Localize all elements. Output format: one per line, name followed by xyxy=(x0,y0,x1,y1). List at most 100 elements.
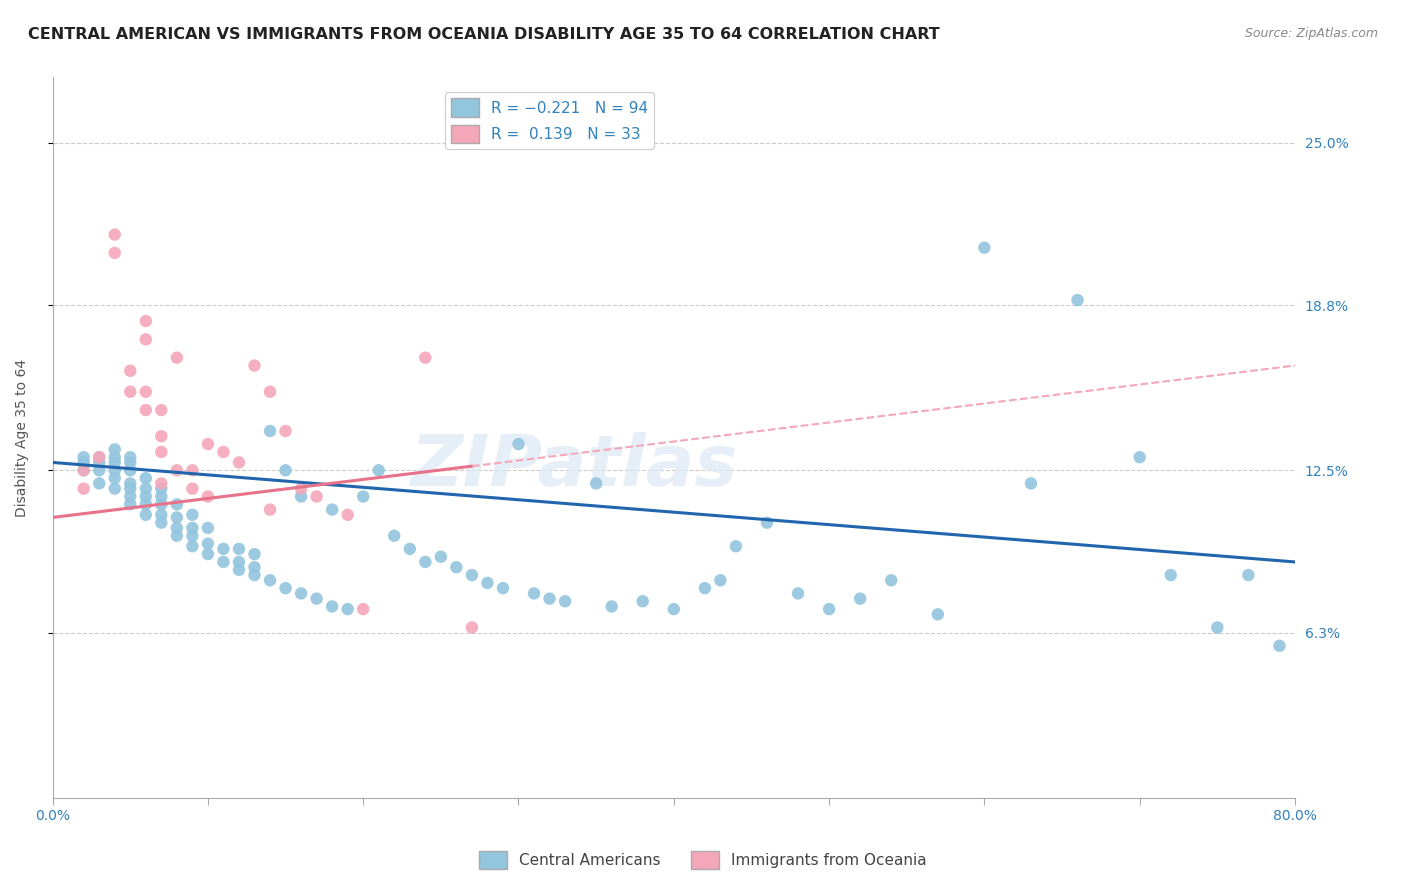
Point xyxy=(89,450,111,465)
Point xyxy=(259,424,281,438)
Point xyxy=(290,482,312,496)
Point xyxy=(150,445,173,459)
Point xyxy=(135,384,157,399)
Point xyxy=(415,351,437,365)
Point xyxy=(73,450,96,465)
Point xyxy=(181,521,204,535)
Legend: R = −0.221   N = 94, R =  0.139   N = 33: R = −0.221 N = 94, R = 0.139 N = 33 xyxy=(446,92,654,150)
Point xyxy=(135,490,157,504)
Point xyxy=(927,607,949,622)
Point xyxy=(1160,568,1182,582)
Point xyxy=(197,437,219,451)
Point xyxy=(446,560,468,574)
Point xyxy=(181,529,204,543)
Point xyxy=(197,547,219,561)
Point xyxy=(336,602,359,616)
Point xyxy=(135,482,157,496)
Point xyxy=(336,508,359,522)
Point xyxy=(1237,568,1260,582)
Point xyxy=(150,482,173,496)
Point xyxy=(1206,620,1229,634)
Point xyxy=(259,574,281,588)
Point xyxy=(197,536,219,550)
Point xyxy=(104,482,127,496)
Point xyxy=(197,521,219,535)
Point xyxy=(693,581,716,595)
Point xyxy=(1066,293,1088,307)
Point xyxy=(135,314,157,328)
Point xyxy=(120,384,142,399)
Point xyxy=(212,541,235,556)
Point xyxy=(321,502,343,516)
Point xyxy=(430,549,453,564)
Point xyxy=(321,599,343,614)
Point xyxy=(274,581,297,595)
Point xyxy=(197,490,219,504)
Point xyxy=(305,591,328,606)
Point xyxy=(290,586,312,600)
Point xyxy=(212,555,235,569)
Point xyxy=(181,508,204,522)
Point xyxy=(135,508,157,522)
Point xyxy=(120,497,142,511)
Point xyxy=(709,574,731,588)
Point xyxy=(181,463,204,477)
Point xyxy=(120,490,142,504)
Text: Source: ZipAtlas.com: Source: ZipAtlas.com xyxy=(1244,27,1378,40)
Point xyxy=(181,539,204,553)
Point xyxy=(104,246,127,260)
Point xyxy=(89,450,111,465)
Point xyxy=(477,575,499,590)
Point xyxy=(104,455,127,469)
Legend: Central Americans, Immigrants from Oceania: Central Americans, Immigrants from Ocean… xyxy=(474,845,932,875)
Point xyxy=(228,541,250,556)
Text: ZIPatlas: ZIPatlas xyxy=(411,432,738,501)
Point xyxy=(818,602,841,616)
Point xyxy=(352,490,374,504)
Point xyxy=(585,476,607,491)
Point xyxy=(120,455,142,469)
Point xyxy=(228,455,250,469)
Point xyxy=(274,424,297,438)
Point xyxy=(290,490,312,504)
Point xyxy=(150,403,173,417)
Point xyxy=(631,594,654,608)
Point xyxy=(73,482,96,496)
Point xyxy=(367,463,389,477)
Point xyxy=(166,521,188,535)
Point xyxy=(305,490,328,504)
Point xyxy=(228,563,250,577)
Point xyxy=(600,599,623,614)
Point xyxy=(135,403,157,417)
Point xyxy=(382,529,405,543)
Point xyxy=(398,541,420,556)
Point xyxy=(150,516,173,530)
Point xyxy=(243,560,266,574)
Point xyxy=(104,227,127,242)
Point xyxy=(73,463,96,477)
Point xyxy=(135,497,157,511)
Point xyxy=(492,581,515,595)
Point xyxy=(461,620,484,634)
Point xyxy=(1019,476,1042,491)
Point xyxy=(554,594,576,608)
Point xyxy=(135,471,157,485)
Point xyxy=(1268,639,1291,653)
Point xyxy=(73,455,96,469)
Point xyxy=(104,463,127,477)
Point xyxy=(120,450,142,465)
Point xyxy=(120,476,142,491)
Point xyxy=(259,384,281,399)
Point xyxy=(166,463,188,477)
Point xyxy=(508,437,530,451)
Point xyxy=(150,497,173,511)
Y-axis label: Disability Age 35 to 64: Disability Age 35 to 64 xyxy=(15,359,30,516)
Point xyxy=(973,241,995,255)
Point xyxy=(104,471,127,485)
Point xyxy=(120,463,142,477)
Point xyxy=(259,502,281,516)
Point xyxy=(166,529,188,543)
Point xyxy=(89,476,111,491)
Text: CENTRAL AMERICAN VS IMMIGRANTS FROM OCEANIA DISABILITY AGE 35 TO 64 CORRELATION : CENTRAL AMERICAN VS IMMIGRANTS FROM OCEA… xyxy=(28,27,939,42)
Point xyxy=(1129,450,1152,465)
